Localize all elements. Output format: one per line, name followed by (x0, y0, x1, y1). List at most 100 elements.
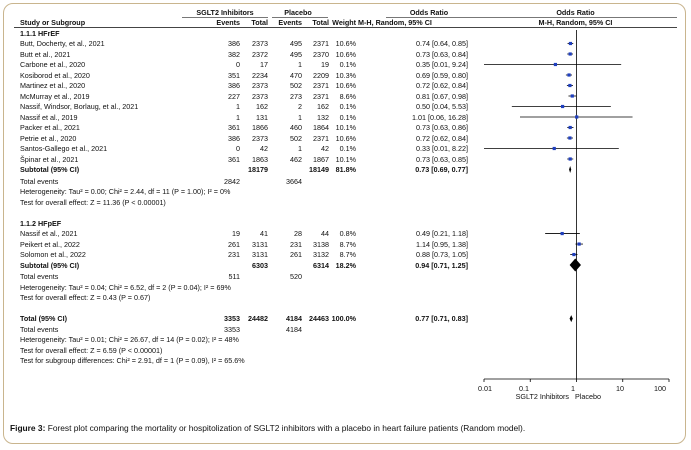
study-row-t2: 19 (321, 60, 329, 69)
subtotal-t1: 6303 (252, 260, 268, 270)
study-row-w: 8.7% (339, 250, 356, 260)
grand-heterogeneity-text: Heterogeneity: Tau² = 0.01; Chi² = 26.67… (20, 335, 239, 345)
axis-tick-label: 0.1 (519, 384, 529, 393)
study-row-name: Nassif, Windsor, Borlaug, et al., 2021 (20, 102, 139, 111)
subtotal-name: Subtotal (95% CI) (20, 260, 80, 270)
study-row-w: 0.8% (339, 229, 356, 239)
grand-overall-effect-text: Test for overall effect: Z = 6.59 (P < 0… (20, 345, 163, 355)
subtotal-ci: 0.73 [0.69, 0.77] (415, 165, 468, 174)
study-row-name: Špinar et al., 2021 (20, 154, 79, 164)
study-row-e1: 1 (236, 112, 240, 122)
subtotal-t1: 18179 (248, 165, 268, 174)
study-row-t1: 2372 (252, 49, 268, 59)
total-events-e2: 520 (290, 272, 302, 282)
study-point-marker (568, 52, 572, 56)
forest-plot: SGLT2 Inhibitors Placebo Odds Ratio Odds… (14, 8, 677, 418)
pooled-diamond (569, 258, 581, 272)
favours-left-label: SGLT2 Inhibitors (515, 392, 569, 401)
study-row-t2: 44 (321, 229, 329, 239)
study-point-marker (560, 104, 565, 109)
subtotal-t2: 18149 (309, 165, 329, 174)
study-row-ci: 0.81 [0.67, 0.98] (416, 91, 468, 101)
study-row-e2: 231 (290, 239, 302, 249)
study-row-t2: 2371 (313, 39, 329, 48)
study-row-e2: 1 (298, 60, 302, 69)
grand-total-e2: 4184 (286, 314, 302, 324)
overall-effect-text: Test for overall effect: Z = 11.36 (P < … (20, 197, 166, 207)
study-row-ci: 0.35 [0.01, 9.24] (416, 60, 468, 69)
grand-total-ci: 0.77 [0.71, 0.83] (415, 314, 468, 324)
study-row-e1: 361 (228, 123, 240, 132)
study-row-ci: 0.50 [0.04, 5.53] (416, 102, 468, 111)
study-row-name: Packer et al., 2021 (20, 123, 80, 132)
total-events-e1: 2842 (224, 176, 240, 186)
study-row-w: 0.1% (339, 144, 356, 153)
study-row-t1: 2373 (252, 91, 268, 101)
effect-header: Odds Ratio (409, 8, 449, 17)
study-row-w: 10.1% (335, 123, 356, 132)
study-row-t1: 1863 (252, 154, 268, 164)
grand-total-w: 100.0% (331, 314, 356, 324)
study-row-name: Petrie et al., 2020 (20, 133, 77, 143)
study-row-w: 10.1% (335, 154, 356, 164)
heterogeneity-text: Heterogeneity: Tau² = 0.04; Chi² = 6.52,… (20, 282, 231, 292)
study-row-e1: 361 (228, 154, 240, 164)
subtotal-t2: 6314 (313, 260, 329, 270)
study-point-marker (560, 231, 564, 236)
heterogeneity-text: Heterogeneity: Tau² = 0.00; Chi² = 2.44,… (20, 187, 231, 197)
study-row-e2: 273 (290, 91, 302, 101)
plot-title-underline (474, 17, 677, 18)
study-row-t1: 2234 (252, 70, 268, 80)
study-row-t1: 42 (260, 144, 268, 153)
study-row-e1: 19 (232, 229, 240, 239)
study-row-name: Nassif et al., 2019 (20, 112, 78, 122)
study-row-ci: 1.01 [0.06, 16.28] (412, 112, 468, 122)
study-row-t1: 3131 (252, 239, 268, 249)
pooled-diamond (569, 166, 572, 173)
study-row-t1: 162 (256, 102, 268, 111)
subgroup-difference-text: Test for subgroup differences: Chi² = 2.… (20, 356, 245, 366)
study-row-name: Butt, Docherty, et al., 2021 (20, 39, 105, 48)
forest-plot-graphic (483, 30, 670, 382)
study-col-header: Study or Subgroup (20, 18, 86, 27)
study-row-e2: 261 (290, 250, 302, 260)
study-row-t2: 162 (317, 102, 329, 111)
study-row-t2: 2371 (313, 81, 329, 90)
total2-header: Total (312, 18, 329, 27)
study-point-marker (553, 62, 558, 67)
study-point-marker (570, 94, 574, 98)
study-point-marker (572, 252, 576, 257)
plot-title: Odds Ratio (556, 8, 595, 17)
study-row-w: 10.6% (335, 39, 356, 48)
study-row-t1: 3131 (252, 250, 268, 260)
study-row-name: Butt et al., 2021 (20, 49, 71, 59)
study-row-e2: 28 (294, 229, 302, 239)
study-point-marker (568, 83, 572, 88)
study-row-name: Nassif et al., 2021 (20, 229, 78, 239)
study-row-e2: 495 (290, 49, 302, 59)
study-row-e1: 386 (228, 39, 240, 48)
study-row-t2: 1864 (313, 123, 329, 132)
study-row-t1: 17 (260, 60, 268, 69)
study-row-t1: 1866 (252, 123, 268, 132)
study-row-t2: 2209 (313, 70, 329, 80)
study-point-marker (577, 242, 581, 246)
study-row-e1: 382 (228, 49, 240, 59)
study-row-e2: 495 (290, 39, 302, 48)
study-row-name: Kosiborod et al., 2020 (20, 70, 90, 80)
grand-total-t1: 24482 (248, 314, 268, 324)
study-row-w: 10.3% (335, 70, 356, 80)
method-header: M-H, Random, 95% CI (358, 18, 432, 27)
study-row-t2: 3138 (313, 239, 329, 249)
figure-caption: Figure 3: Forest plot comparing the mort… (10, 423, 680, 433)
study-row-t1: 2373 (252, 133, 268, 143)
study-point-marker (568, 125, 572, 130)
events1-header: Events (216, 18, 240, 27)
total-events-label: Total events (20, 272, 59, 282)
study-row-w: 10.6% (335, 81, 356, 90)
study-row-e2: 1 (298, 112, 302, 122)
study-row-ci: 0.72 [0.62, 0.84] (416, 133, 468, 143)
study-row-e2: 502 (290, 81, 302, 90)
caption-prefix: Figure 3: (10, 423, 46, 433)
study-row-t2: 3132 (313, 250, 329, 260)
